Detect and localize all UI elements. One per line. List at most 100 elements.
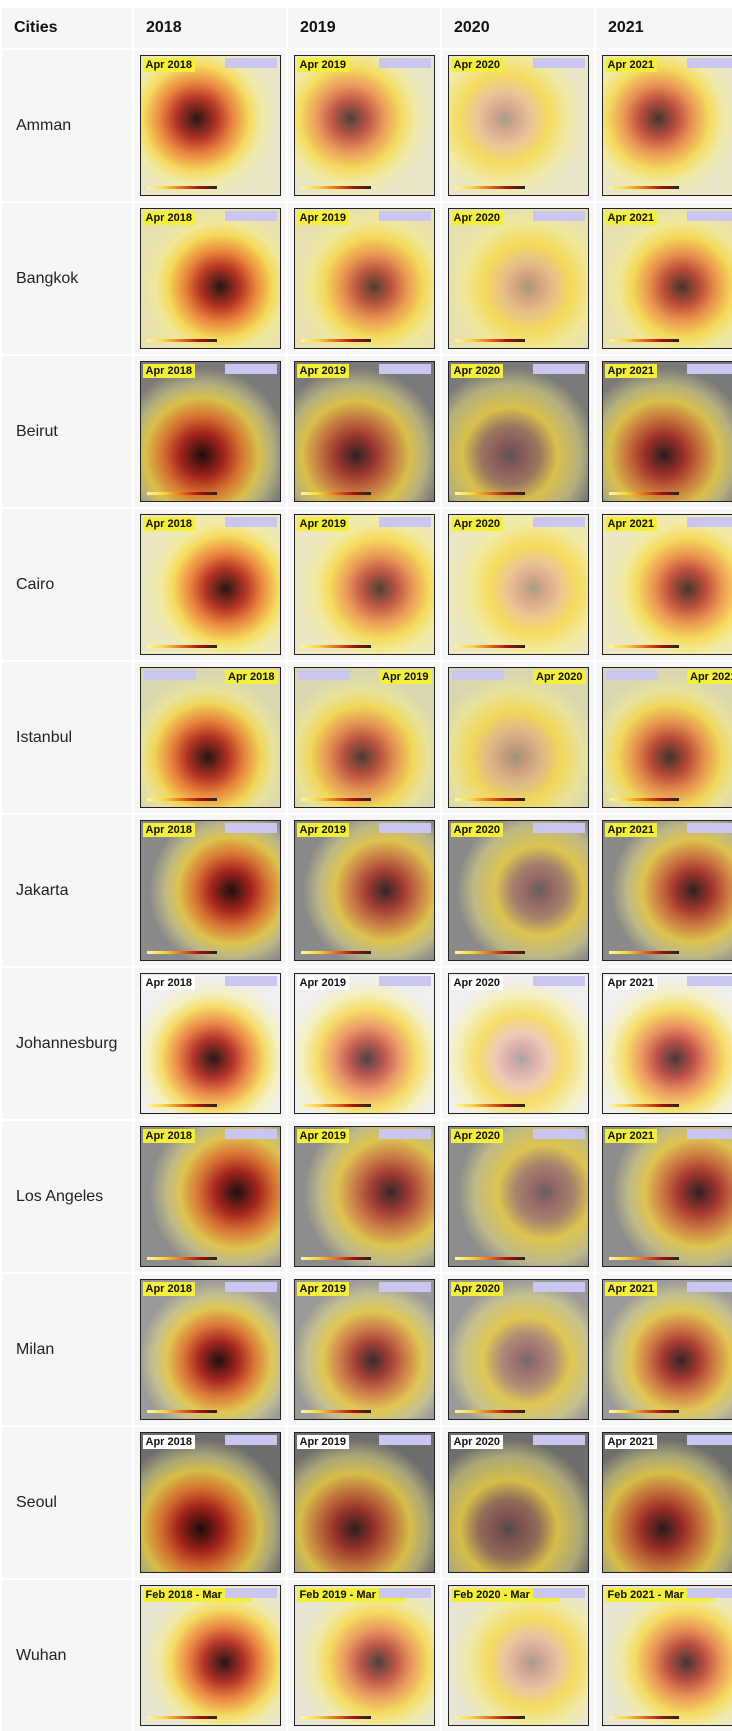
map-cell: Apr 2021 <box>596 203 732 354</box>
no2-map: Apr 2020 <box>447 820 589 961</box>
map-cell: Apr 2020 <box>442 1274 594 1425</box>
map-cell: Apr 2018 <box>134 356 286 507</box>
no2-map: Apr 2020 <box>447 973 589 1114</box>
no2-map: Apr 2019 <box>293 55 435 196</box>
map-cell: Apr 2020 <box>442 509 594 660</box>
no2-map: Apr 2019 <box>293 667 435 808</box>
color-scale <box>608 798 679 801</box>
restriction-box <box>686 1435 732 1445</box>
no2-map: Apr 2021 <box>601 1126 732 1267</box>
color-scale <box>454 1257 525 1260</box>
restriction-box <box>532 58 585 68</box>
period-label: Apr 2021 <box>604 517 657 531</box>
restriction-box <box>686 517 732 527</box>
color-scale <box>454 1104 525 1107</box>
color-scale <box>608 186 679 189</box>
color-scale <box>608 951 679 954</box>
table-row: Cairo Apr 2018 Apr 2019 Apr 2020 Apr 2021 <box>2 509 732 660</box>
map-cell: Apr 2018 <box>134 968 286 1119</box>
restriction-box <box>224 364 277 374</box>
restriction-box <box>378 1588 431 1598</box>
map-cell: Apr 2018 <box>134 50 286 201</box>
restriction-box <box>686 1588 732 1598</box>
color-scale <box>454 492 525 495</box>
restriction-box <box>378 1129 431 1139</box>
map-cell: Apr 2020 <box>442 662 594 813</box>
no2-map: Apr 2021 <box>601 973 732 1114</box>
color-scale <box>454 339 525 342</box>
map-cell: Apr 2018 <box>134 1274 286 1425</box>
restriction-box <box>224 211 277 221</box>
no2-map: Apr 2019 <box>293 1432 435 1573</box>
restriction-box <box>378 517 431 527</box>
map-cell: Apr 2019 <box>288 203 440 354</box>
color-scale <box>146 951 217 954</box>
map-cell: Apr 2020 <box>442 356 594 507</box>
period-label: Apr 2019 <box>296 1282 349 1296</box>
no2-map: Apr 2019 <box>293 1126 435 1267</box>
period-label: Apr 2020 <box>450 58 503 72</box>
color-scale <box>454 645 525 648</box>
period-label: Apr 2019 <box>296 211 349 225</box>
color-scale <box>454 1410 525 1413</box>
period-label: Apr 2020 <box>450 211 503 225</box>
color-scale <box>608 1104 679 1107</box>
restriction-box <box>686 1282 732 1292</box>
restriction-box <box>686 976 732 986</box>
table-row: Seoul Apr 2018 Apr 2019 Apr 2020 Apr 2021 <box>2 1427 732 1578</box>
color-scale <box>146 1104 217 1107</box>
restriction-box <box>297 670 350 680</box>
color-scale <box>454 798 525 801</box>
map-cell: Apr 2021 <box>596 815 732 966</box>
period-label: Apr 2019 <box>296 364 349 378</box>
map-cell: Apr 2021 <box>596 662 732 813</box>
color-scale <box>608 339 679 342</box>
map-cell: Apr 2021 <box>596 1121 732 1272</box>
no2-map: Apr 2021 <box>601 361 732 502</box>
no2-map: Apr 2021 <box>601 820 732 961</box>
map-cell: Apr 2018 <box>134 1121 286 1272</box>
color-scale <box>146 1410 217 1413</box>
city-name: Istanbul <box>2 662 132 813</box>
period-label: Apr 2021 <box>604 211 657 225</box>
column-header: Cities <box>2 8 132 48</box>
color-scale <box>300 645 371 648</box>
period-label: Apr 2018 <box>142 1435 195 1449</box>
color-scale <box>300 492 371 495</box>
color-scale <box>454 1716 525 1719</box>
no2-map: Apr 2018 <box>139 820 281 961</box>
restriction-box <box>686 211 732 221</box>
color-scale <box>608 645 679 648</box>
restriction-box <box>224 517 277 527</box>
no2-map: Apr 2021 <box>601 667 732 808</box>
map-cell: Apr 2021 <box>596 509 732 660</box>
restriction-box <box>224 1282 277 1292</box>
color-scale <box>608 1257 679 1260</box>
map-cell: Apr 2019 <box>288 1121 440 1272</box>
map-cell: Apr 2021 <box>596 968 732 1119</box>
period-label: Apr 2021 <box>604 1129 657 1143</box>
map-cell: Apr 2019 <box>288 815 440 966</box>
period-label: Apr 2021 <box>687 670 732 684</box>
table-row: Los Angeles Apr 2018 Apr 2019 Apr 2020 Apr 2… <box>2 1121 732 1272</box>
no2-map: Apr 2021 <box>601 514 732 655</box>
period-label: Apr 2018 <box>142 58 195 72</box>
period-label: Apr 2021 <box>604 976 657 990</box>
no2-map: Apr 2020 <box>447 208 589 349</box>
header-row: Cities 2018 2019 2020 2021 <box>2 8 732 48</box>
no2-map: Apr 2019 <box>293 973 435 1114</box>
period-label: Apr 2021 <box>604 823 657 837</box>
period-label: Apr 2021 <box>604 1435 657 1449</box>
map-cell: Apr 2020 <box>442 815 594 966</box>
city-name: Jakarta <box>2 815 132 966</box>
restriction-box <box>532 1588 585 1598</box>
no2-map: Apr 2020 <box>447 361 589 502</box>
restriction-box <box>532 517 585 527</box>
color-scale <box>146 1716 217 1719</box>
restriction-box <box>378 823 431 833</box>
restriction-box <box>686 58 732 68</box>
map-cell: Apr 2019 <box>288 356 440 507</box>
period-label: Apr 2020 <box>533 670 586 684</box>
period-label: Apr 2019 <box>296 1129 349 1143</box>
